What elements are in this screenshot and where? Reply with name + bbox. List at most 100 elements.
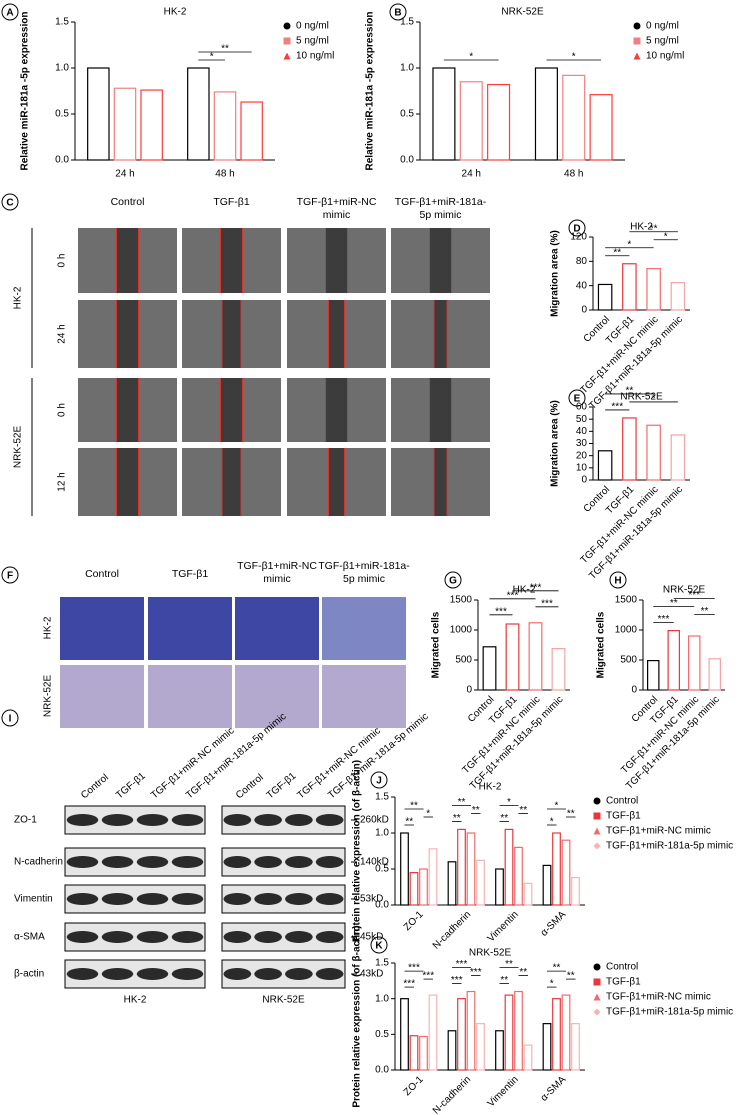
chart-title: NRK-52E [469,948,512,959]
blot-band [101,968,134,980]
y-axis-label: Migrated cells [596,611,607,678]
y-tick-label: 0.5 [375,1029,389,1040]
significance-label: *** [456,959,468,970]
panel-badge [1,3,19,21]
bar [457,998,466,1071]
blot-band [171,856,204,868]
legend-label: 10 ng/ml [296,51,334,62]
y-tick-label: 1.0 [375,993,389,1004]
significance-label: *** [408,963,420,974]
bar [140,89,163,161]
y-tick-label: 1.0 [400,63,414,74]
significance-label: ** [553,963,561,974]
y-axis-label: Migration area (%) [550,400,561,487]
panel-letter: C [6,198,13,209]
column-header: Control [85,568,119,580]
y-tick-label: 80 [576,256,588,267]
marker [593,827,601,835]
cell-line-label: NRK-52E [43,675,54,718]
bar [552,998,561,1071]
wound-gap [222,448,241,516]
size-label: 53kD [360,894,383,905]
time-label: 0 h [57,403,68,417]
panel-badge [609,571,627,589]
significance-label: ** [613,247,621,258]
bar [428,994,438,1071]
wound-gap [429,228,452,293]
bar [476,859,485,906]
significance-label: ** [453,813,461,824]
bar [487,83,511,161]
transwell-image [235,665,319,728]
legend-label: TGF-β1+miR-NC mimic [606,826,711,837]
significance-label: * [210,52,214,63]
y-tick-label: 30 [576,438,588,449]
significance-label: ** [500,975,508,986]
blot-band [223,814,252,826]
wound-gap [116,448,139,516]
y-tick-label: 0.5 [55,109,69,120]
marker [633,22,641,30]
y-tick-label: 500 [620,655,637,666]
significance-label: ** [500,813,508,824]
significance-label: ** [567,971,575,982]
legend-label: 0 ng/ml [296,21,329,32]
bar [552,832,561,906]
chart-title: HK-2 [164,7,187,18]
blot-band [315,931,344,943]
bar [187,67,210,161]
significance-label: ** [519,805,527,816]
significance-label: *** [507,590,519,601]
marker [593,963,601,971]
blot-band [285,968,313,980]
wound-gap [434,448,447,516]
panel-letter: G [449,576,457,587]
wound-gap [328,448,345,516]
bar [667,629,680,691]
bar [495,1030,504,1071]
marker [593,978,601,986]
blot-band [254,968,282,980]
bar [476,1023,485,1071]
panel-badge [370,771,388,789]
marker [283,52,291,60]
blot-band [315,814,344,826]
wound-gap [429,378,452,442]
legend-label: 5 ng/ml [646,36,679,47]
bar [542,1023,552,1071]
bar [534,67,558,161]
bar [213,91,237,161]
wound-gap [220,378,243,442]
bar [504,994,514,1071]
bar [466,832,476,906]
significance-label: ** [458,797,466,808]
bar [419,868,428,906]
cell-line-label: NRK-52E [13,426,24,469]
protein-label: α-SMA [14,932,45,943]
bar [597,450,613,481]
y-tick-label: 1.0 [375,828,389,839]
bar [646,424,661,481]
significance-label: * [572,52,576,63]
size-label: 260kD [360,815,389,826]
bar [708,658,721,691]
wound-gap [220,228,243,293]
significance-label: *** [541,598,553,609]
panel-badge [389,3,407,21]
marker [283,37,291,45]
blot-band [223,893,252,905]
significance-label: ** [472,805,480,816]
significance-label: ** [670,598,678,609]
significance-label: * [627,239,631,250]
bar [647,659,660,691]
wound-gap [116,300,139,368]
bar [562,74,586,161]
bar [646,268,661,311]
bar [466,990,476,1071]
column-header: TGF-β1 [213,196,250,208]
legend-label: TGF-β1+miR-181a-5p mimic [606,1007,733,1018]
y-tick-label: 1.0 [55,63,69,74]
blot-band [315,893,344,905]
y-tick-label: 1.5 [55,17,69,28]
